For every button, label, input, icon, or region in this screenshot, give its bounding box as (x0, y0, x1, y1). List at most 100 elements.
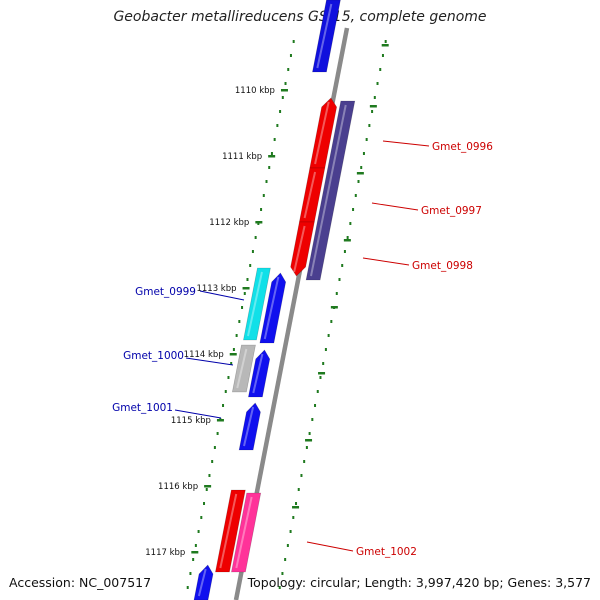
gene-label-gmet-0999[interactable]: Gmet_0999 (135, 286, 196, 298)
track-dot (200, 516, 203, 519)
track-dot (203, 502, 206, 505)
track-dot (292, 40, 295, 43)
track-dot (281, 572, 284, 575)
track-dot (338, 278, 341, 281)
track-dot (365, 138, 368, 141)
track-dot (243, 292, 246, 295)
track-dot (213, 446, 216, 449)
track-dot (289, 54, 292, 57)
gene-label-gmet-1000[interactable]: Gmet_1000 (123, 350, 184, 362)
track-dot (287, 68, 290, 71)
track-dot (216, 432, 219, 435)
track-dot (379, 68, 382, 71)
track-dot (349, 222, 352, 225)
track-dot (208, 474, 211, 477)
gene-feature-gmet-1002-adj[interactable] (231, 492, 262, 573)
scale-ticks: 1110 kbp 1111 kbp 1112 kbp 1113 kbp 1114 kbp… (145, 44, 389, 558)
gene-label-leader (371, 202, 419, 211)
track-dot (327, 334, 330, 337)
track-dot (292, 516, 295, 519)
gene-features (193, 0, 356, 600)
track-dot (381, 54, 384, 57)
track-dot (324, 348, 327, 351)
track-dot (284, 558, 287, 561)
track-dot (189, 572, 192, 575)
track-dot (186, 586, 189, 589)
track-dot (238, 320, 241, 323)
gene-feature-gmet-0999-adj[interactable] (259, 272, 287, 344)
scale-tick-mark (204, 485, 212, 488)
track-dot (352, 208, 355, 211)
track-dot (300, 474, 303, 477)
gene-feature-gmet-0996[interactable] (309, 97, 337, 169)
gene-feature-gmet-0999[interactable] (243, 267, 271, 341)
scale-tick-mark (242, 287, 250, 290)
scale-tick-mark (280, 89, 288, 92)
scale-tick-mark (268, 155, 276, 158)
scale-tick-label: 1114 kbp (184, 350, 224, 360)
gene-label-gmet-1002[interactable]: Gmet_1002 (356, 546, 417, 558)
track-dot (341, 264, 344, 267)
scale-tick-label: 1112 kbp (209, 218, 249, 228)
gene-labels: Gmet_0996 Gmet_0997 Gmet_0998 Gmet_0999 Gmet… (112, 140, 493, 558)
gene-label-leader (382, 140, 430, 147)
gene-feature-gmet-1002[interactable] (215, 489, 246, 573)
gene-label-gmet-0998[interactable]: Gmet_0998 (412, 260, 473, 272)
track-dot (295, 502, 298, 505)
track-dot (362, 152, 365, 155)
track-dot (249, 264, 252, 267)
track-dot (246, 278, 249, 281)
gene-label-leader (185, 357, 234, 366)
gene-label-gmet-0996[interactable]: Gmet_0996 (432, 141, 493, 153)
gene-feature-gmet-0999-adj-highlight (263, 276, 280, 340)
scale-tick-label: 1117 kbp (145, 548, 185, 558)
track-dot (194, 544, 197, 547)
track-dot (316, 390, 319, 393)
gene-feature-gmet-1001[interactable] (238, 402, 261, 451)
track-dot (286, 544, 289, 547)
track-dot (281, 96, 284, 99)
scale-tick-label: 1115 kbp (171, 416, 211, 426)
gene-feature-gmet-1000-adj[interactable] (248, 349, 271, 398)
track-dot (376, 82, 379, 85)
track-dot (222, 404, 225, 407)
track-dot (308, 432, 311, 435)
scale-tick-mark (330, 306, 338, 309)
scale-tick-mark (369, 105, 377, 108)
track-dot (262, 194, 265, 197)
scale-tick-mark (356, 172, 364, 175)
gene-label-leader (174, 409, 222, 419)
track-dot (346, 236, 349, 239)
gene-feature-gmet-0996-track[interactable] (305, 100, 356, 281)
gene-feature-bottom-highlight (197, 568, 207, 597)
left-dotted-track (186, 40, 295, 589)
gene-feature-gmet-0998[interactable] (290, 221, 315, 277)
track-dot (270, 152, 273, 155)
track-dot (330, 320, 333, 323)
gene-feature-bottom[interactable] (193, 564, 214, 600)
track-dot (265, 180, 268, 183)
track-dot (289, 530, 292, 533)
gene-feature-gmet-1000[interactable] (231, 344, 256, 393)
track-dot (279, 110, 282, 113)
track-dot (251, 250, 254, 253)
gene-label-leader (199, 290, 245, 301)
gene-label-leader (306, 541, 354, 552)
gene-label-gmet-0997[interactable]: Gmet_0997 (421, 205, 482, 217)
scale-tick-mark (191, 551, 199, 554)
map-title: Geobacter metallireducens GS-15, complet… (113, 9, 487, 25)
track-dot (230, 362, 233, 365)
genome-summary-text: Topology: circular; Length: 3,997,420 bp… (247, 575, 591, 590)
gene-feature-top[interactable] (312, 0, 341, 73)
track-dot (305, 446, 308, 449)
scale-tick-label: 1111 kbp (222, 152, 262, 162)
gene-label-gmet-1001[interactable]: Gmet_1001 (112, 402, 173, 414)
track-dot (314, 404, 317, 407)
track-dot (278, 586, 281, 589)
track-dot (260, 208, 263, 211)
gene-label-leader (362, 257, 410, 266)
track-dot (224, 390, 227, 393)
track-dot (319, 376, 322, 379)
track-dot (241, 306, 244, 309)
track-dot (205, 488, 208, 491)
